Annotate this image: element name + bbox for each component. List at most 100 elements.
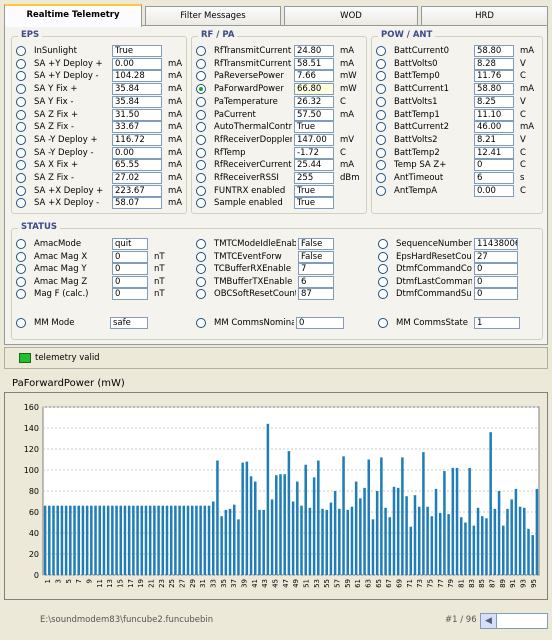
plot-select-radio[interactable] [196,185,206,196]
record-scrollbar[interactable]: ◀ [480,613,548,629]
plot-select-radio[interactable] [16,239,26,249]
tab-wod[interactable]: WOD [284,6,418,26]
plot-select-radio[interactable] [16,58,26,69]
plot-select-radio[interactable] [196,173,206,183]
x-tick-label: 5 [65,579,73,583]
bar [102,505,106,575]
bar [325,509,328,575]
plot-select-radio[interactable] [196,198,206,209]
plot-select-radio[interactable] [196,318,206,328]
field-value: 58.51 [294,57,334,70]
plot-select-radio[interactable] [378,276,388,287]
plot-select-radio[interactable] [196,239,206,249]
plot-select-radio[interactable] [196,71,206,82]
plot-select-radio[interactable] [376,173,386,183]
field-label: DtmfLastCommand [396,276,472,287]
bar [367,459,371,575]
plot-select-radio[interactable] [16,264,26,274]
bar [409,526,413,575]
plot-select-radio[interactable] [196,96,206,107]
plot-select-radio[interactable] [378,264,388,274]
tab-filter-messages[interactable]: Filter Messages [145,6,281,26]
plot-select-radio[interactable] [196,264,206,274]
field-label: SA X Fix + [34,160,79,171]
plot-select-radio[interactable] [196,122,206,133]
plot-select-radio[interactable] [196,58,206,69]
plot-select-radio[interactable] [16,173,26,183]
bar [190,505,194,575]
plot-select-radio[interactable] [16,134,26,145]
plot-select-radio[interactable] [16,185,26,196]
plot-select-radio[interactable] [376,134,386,145]
bar [426,506,429,575]
plot-select-radio[interactable] [16,289,26,299]
plot-select-radio[interactable] [196,134,206,145]
plot-select-radio[interactable] [376,147,386,158]
bar [514,488,518,575]
plot-select-radio[interactable] [376,71,386,82]
bar [262,509,265,575]
x-tick-label: 11 [96,579,104,588]
tab-realtime-telemetry[interactable]: Realtime Telemetry [4,4,142,27]
telemetry-row: AntTempA 0.00 C [372,184,542,197]
plot-select-radio[interactable] [16,160,26,171]
plot-select-radio[interactable] [16,198,26,209]
field-value: True [294,121,334,134]
plot-select-radio[interactable] [196,46,206,56]
tab-hrd[interactable]: HRD [421,6,548,26]
plot-select-radio[interactable] [378,251,388,262]
plot-select-radio[interactable] [16,84,26,95]
telemetry-row: BattCurrent2 46.00 mA [372,121,542,134]
plot-select-radio[interactable] [376,160,386,171]
field-label: Mag F (calc.) [34,289,89,299]
field-label: PaCurrent [214,109,256,120]
telemetry-row: SA +X Deploy - 58.07 mA [12,197,186,210]
field-label: RfTransmitCurrent5 [214,58,292,69]
plot-select-radio[interactable] [376,109,386,120]
plot-select-radio[interactable] [196,160,206,171]
plot-select-radio[interactable] [16,46,26,56]
plot-select-radio[interactable] [376,58,386,69]
bar [312,477,316,575]
plot-select-radio[interactable] [376,185,386,196]
plot-select-radio[interactable] [16,71,26,82]
field-value: 104.28 [112,70,162,83]
plot-select-radio[interactable] [196,276,206,287]
plot-select-radio[interactable] [16,276,26,287]
field-value: 66.80 [294,83,334,96]
plot-select-radio[interactable] [16,109,26,120]
field-value: 0 [112,275,148,288]
field-value: 33.67 [112,121,162,134]
field-label: SA Z Fix - [34,122,75,133]
plot-select-radio[interactable] [196,147,206,158]
bar [115,505,118,575]
plot-select-radio[interactable] [16,96,26,107]
plot-select-radio[interactable] [376,84,386,95]
field-value: 65.55 [112,159,162,172]
plot-select-radio[interactable] [196,251,206,262]
telemetry-row: PaTemperature 26.32 C [192,95,366,108]
plot-select-radio[interactable] [376,96,386,107]
plot-select-radio[interactable] [16,318,26,328]
field-label: MM Mode [34,318,75,328]
plot-select-radio[interactable] [16,122,26,133]
plot-select-radio[interactable] [376,122,386,133]
telemetry-row: BattVolts1 8.25 V [372,95,542,108]
plot-select-radio[interactable] [16,147,26,158]
plot-select-radio[interactable] [16,251,26,262]
bar [434,488,438,575]
field-value: -1.72 [294,146,334,159]
telemetry-row: SA -Y Deploy + 116.72 mA [12,133,186,146]
plot-select-radio[interactable] [378,239,388,249]
plot-select-radio[interactable] [196,84,206,95]
plot-select-radio[interactable] [378,289,388,299]
telemetry-panel: EPS InSunlight True SA +Y Deploy +0.00 mA SA… [4,25,548,345]
field-label: RfReceiverRSSI [214,173,279,183]
plot-select-radio[interactable] [376,46,386,56]
scroll-left-arrow-icon[interactable]: ◀ [481,614,497,628]
plot-select-radio[interactable] [196,289,206,299]
plot-select-radio[interactable] [196,109,206,120]
plot-select-radio[interactable] [378,318,388,328]
field-label: DtmfCommandCount [396,264,472,274]
rf-pa-group: RF / PA RfTransmitCurrent3 24.80 mA RfTrans… [191,30,367,214]
